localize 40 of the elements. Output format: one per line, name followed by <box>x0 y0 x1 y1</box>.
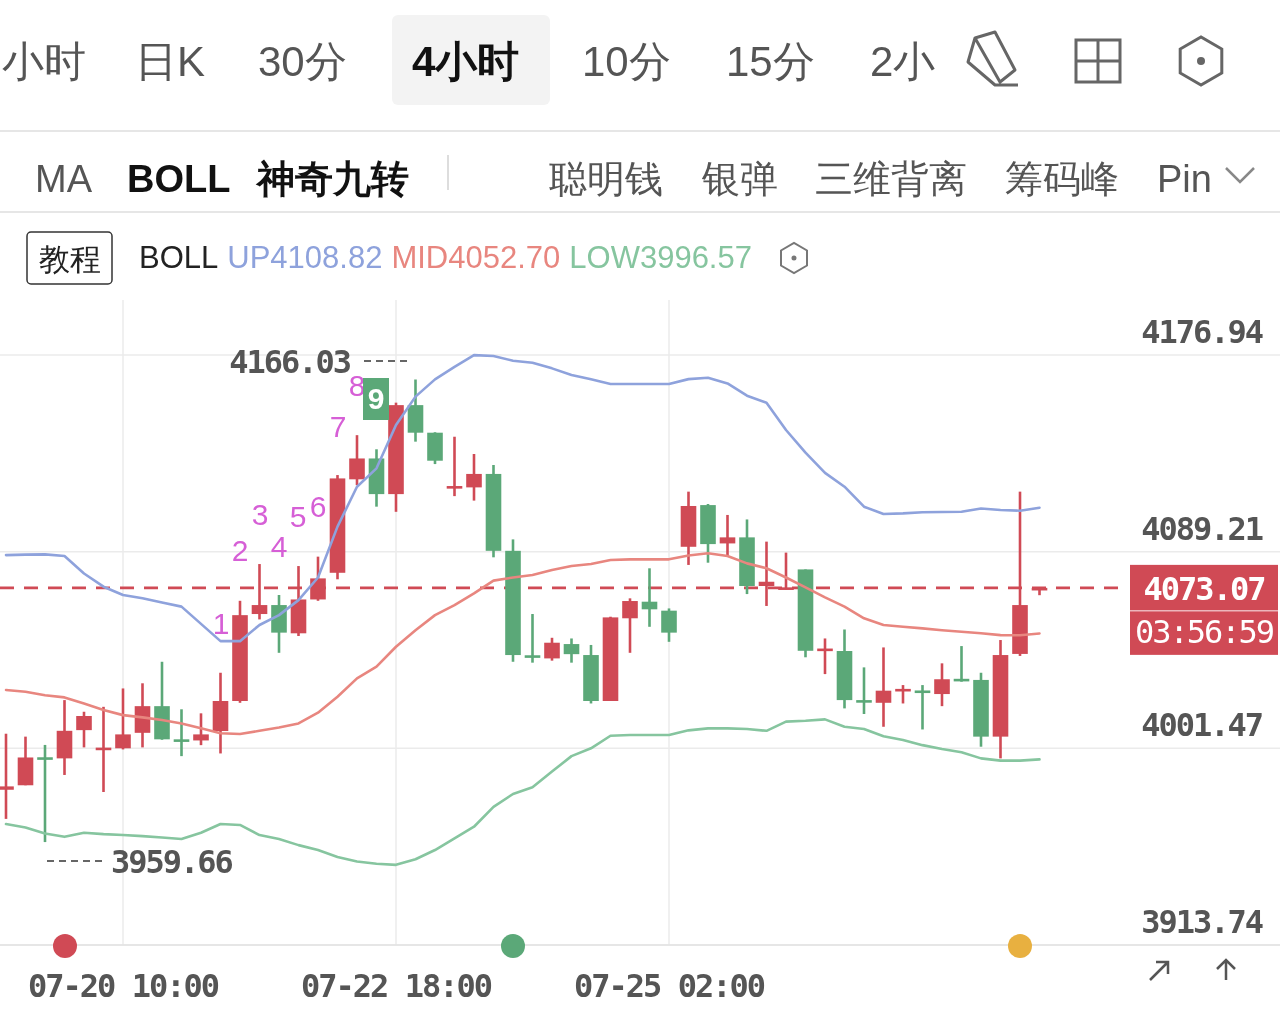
text: LOW3996.57 <box>569 240 752 275</box>
text: 教程 <box>38 242 101 277</box>
annotation: 9 <box>367 382 385 415</box>
y-tick-label: 4176.94 <box>1141 313 1263 352</box>
text: 03:56:59 <box>1134 612 1274 651</box>
text: 2小 <box>870 38 936 85</box>
text: 小时 <box>2 38 86 85</box>
ref-line-label: 4073.07 <box>1143 569 1265 608</box>
text: 15分 <box>726 38 815 85</box>
y-tick-label: 4001.47 <box>1141 706 1262 745</box>
text: 4小时 <box>412 38 520 85</box>
text: MID4052.70 <box>391 240 561 275</box>
y-tick-label: 4089.21 <box>1141 509 1263 548</box>
text: 10分 <box>582 38 671 85</box>
text: 三维背离 <box>815 158 967 200</box>
text: 神奇九转 <box>255 158 409 200</box>
text: 银弹 <box>701 158 778 200</box>
text: BOLL <box>127 158 231 200</box>
text: MA <box>35 158 93 200</box>
annotation: 8 <box>348 369 366 402</box>
legend-title: BOLL <box>139 240 219 275</box>
text: Pin <box>1157 158 1212 200</box>
annotation: 5 <box>289 500 307 533</box>
text: 日K <box>135 38 206 85</box>
text: UP4108.82 <box>227 240 383 275</box>
annotation: 4166.03 <box>229 343 351 381</box>
annotation: 1 <box>212 607 230 640</box>
x-tick-label: 07-20 10:00 <box>28 967 219 1005</box>
annotation: 3959.66 <box>111 843 233 881</box>
annotation: 7 <box>329 410 347 443</box>
annotation: 6 <box>309 490 327 523</box>
annotation: 2 <box>231 534 249 567</box>
text: 30分 <box>258 38 347 85</box>
y-tick-label: 3913.74 <box>1141 903 1263 941</box>
annotation: 4 <box>270 530 288 563</box>
annotation: 3 <box>251 498 269 531</box>
text: 筹码峰 <box>1005 158 1119 200</box>
x-tick-label: 07-25 02:00 <box>574 967 765 1005</box>
text: 聪明钱 <box>549 158 663 200</box>
x-tick-label: 07-22 18:00 <box>301 967 492 1005</box>
